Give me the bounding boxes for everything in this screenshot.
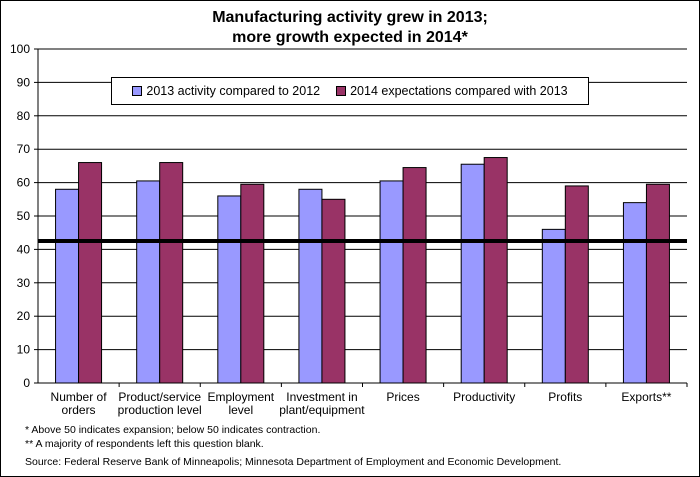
x-tick-label-2-1: level (228, 403, 253, 417)
bar-2013-1 (136, 180, 161, 384)
bar-2014-1 (159, 162, 184, 384)
chart-title: Manufacturing activity grew in 2013; mor… (0, 8, 700, 48)
x-tick-label-3-1: plant/equipment (279, 403, 365, 417)
chart-title-line-1: Manufacturing activity grew in 2013; (212, 9, 488, 26)
x-tick-label-5-0: Productivity (453, 390, 515, 404)
y-tick-label-0: 0 (23, 376, 30, 390)
y-tick-label-90: 90 (17, 75, 31, 89)
footnote-1: * Above 50 indicates expansion; below 50… (25, 424, 321, 436)
legend-item-2014: 2014 expectations compared with 2013 (336, 84, 568, 98)
source-note: Source: Federal Reserve Bank of Minneapo… (25, 456, 562, 468)
legend-label-2014: 2014 expectations compared with 2013 (350, 84, 568, 98)
x-tick-label-4-0: Prices (386, 390, 419, 404)
bar-2013-3 (298, 188, 323, 384)
y-tick-label-80: 80 (17, 109, 31, 123)
y-tick-label-70: 70 (17, 142, 31, 156)
legend-label-2013: 2013 activity compared to 2012 (146, 84, 321, 98)
y-tick-label-40: 40 (17, 242, 31, 256)
legend-item-2013: 2013 activity compared to 2012 (132, 84, 320, 98)
bar-2013-6 (541, 228, 566, 384)
bar-2014-4 (402, 167, 427, 384)
bar-2013-2 (217, 195, 242, 384)
bar-2013-0 (55, 188, 80, 384)
bar-2014-7 (645, 183, 670, 384)
y-tick-label-20: 20 (17, 309, 31, 323)
chart-legend: 2013 activity compared to 2012 2014 expe… (111, 77, 589, 105)
x-tick-label-7-0: Exports** (621, 390, 671, 404)
legend-swatch-2014 (336, 86, 347, 96)
x-tick-label-1-0: Product/service (118, 390, 201, 404)
chart-title-line-2: more growth expected in 2014* (232, 29, 468, 46)
footnotes: * Above 50 indicates expansion; below 50… (25, 423, 320, 451)
y-tick-label-50: 50 (17, 209, 31, 223)
x-tick-label-2-0: Employment (207, 390, 274, 404)
y-tick-label-100: 100 (10, 42, 30, 56)
bar-2014-6 (564, 185, 589, 384)
x-tick-label-0-0: Number of (51, 390, 108, 404)
y-tick-label-10: 10 (17, 343, 31, 357)
bar-2014-0 (78, 162, 103, 384)
y-tick-label-30: 30 (17, 276, 31, 290)
bar-2013-7 (622, 202, 647, 384)
y-tick-label-60: 60 (17, 176, 31, 190)
bar-2014-3 (321, 198, 346, 384)
footnote-2: ** A majority of respondents left this q… (25, 438, 264, 450)
bar-2014-2 (240, 183, 265, 384)
bar-2013-4 (379, 180, 404, 384)
x-tick-label-6-0: Profits (548, 390, 582, 404)
bar-2014-5 (483, 157, 508, 384)
x-tick-label-0-1: orders (62, 403, 96, 417)
bar-2013-5 (460, 163, 485, 384)
legend-swatch-2013 (132, 86, 143, 96)
x-tick-label-3-0: Investment in (286, 390, 357, 404)
x-tick-label-1-1: production level (118, 403, 202, 417)
